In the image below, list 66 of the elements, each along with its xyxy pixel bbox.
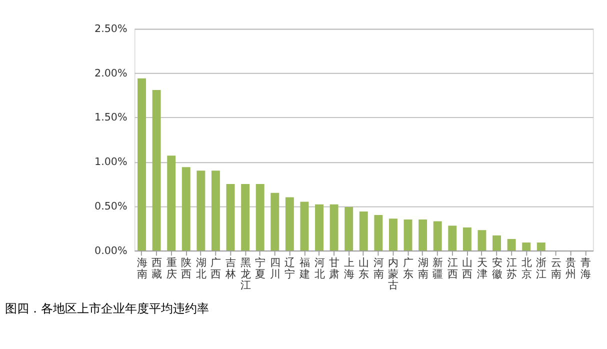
bar: [478, 230, 486, 251]
x-tick-label: 山西: [462, 257, 472, 280]
bar: [522, 242, 531, 251]
x-tick-label: 云南: [550, 257, 561, 280]
y-tick-label: 1.00%: [94, 156, 128, 168]
x-tick-label: 天津: [476, 257, 487, 280]
x-tick-label: 江苏: [506, 257, 517, 280]
x-tick-label: 陕西: [181, 257, 192, 280]
y-tick-label: 2.50%: [94, 23, 128, 36]
x-tick-label: 湖北: [196, 257, 206, 280]
bar: [507, 238, 516, 251]
x-tick-label: 辽宁: [284, 257, 295, 280]
x-tick-label: 江西: [447, 257, 458, 280]
x-tick-label: 甘肃: [329, 257, 340, 280]
bar: [492, 235, 501, 251]
bar: [374, 215, 383, 251]
x-tick-label: 新疆: [432, 257, 443, 280]
bar: [152, 90, 161, 251]
bar: [182, 167, 190, 251]
x-tick-label: 湖南: [418, 257, 428, 280]
x-tick-label: 福建: [298, 257, 310, 280]
x-tick-label: 山东: [358, 257, 369, 280]
x-tick-label: 吉林: [224, 257, 236, 280]
x-tick-label: 广东: [403, 257, 414, 280]
bar: [315, 204, 324, 251]
x-tick-label: 河南: [373, 257, 384, 280]
x-tick-label: 广西: [210, 257, 221, 280]
text: 图四．各地区上市企业年度平均违约率: [4, 302, 209, 316]
bar: [211, 170, 220, 251]
bar: [256, 184, 264, 251]
bar: [300, 202, 309, 251]
x-tick-label: 贵州: [566, 257, 576, 280]
x-tick-label: 四川: [270, 257, 280, 280]
bar: [433, 221, 442, 251]
bar: [359, 211, 368, 251]
bar: [462, 227, 472, 251]
x-tick-label: 西藏: [152, 257, 162, 280]
x-tick-label: 河北: [314, 257, 324, 280]
x-tick-label: 北京: [521, 257, 532, 280]
bar: [167, 156, 176, 251]
bar: [330, 204, 338, 251]
bar: [536, 242, 546, 251]
bar: [388, 218, 398, 251]
bar: [344, 207, 354, 251]
x-tick-label: 安徽: [492, 257, 502, 280]
y-tick-label: 1.50%: [94, 112, 128, 124]
x-tick-label: 浙江: [536, 257, 546, 280]
x-tick-label: 宁夏: [255, 257, 266, 280]
bar: [196, 170, 206, 251]
bar: [226, 184, 235, 251]
x-tick-label: 内蒙古: [388, 257, 398, 292]
x-tick-label: 上海: [344, 257, 354, 280]
bar: [448, 226, 457, 251]
bar: [285, 197, 294, 251]
bar: [241, 184, 250, 251]
y-tick-label: 0.50%: [94, 200, 128, 212]
bar: [418, 219, 428, 251]
bar: [138, 78, 146, 251]
y-tick-label: 0.00%: [94, 244, 128, 257]
x-tick-label: 重庆: [166, 257, 176, 280]
x-tick-label: 黑龙江: [240, 257, 250, 292]
y-tick-label: 2.00%: [94, 67, 128, 80]
bar: [404, 219, 412, 251]
x-tick-label: 青海: [580, 257, 591, 280]
x-tick-label: 海南: [136, 257, 147, 280]
bar: [270, 192, 280, 251]
